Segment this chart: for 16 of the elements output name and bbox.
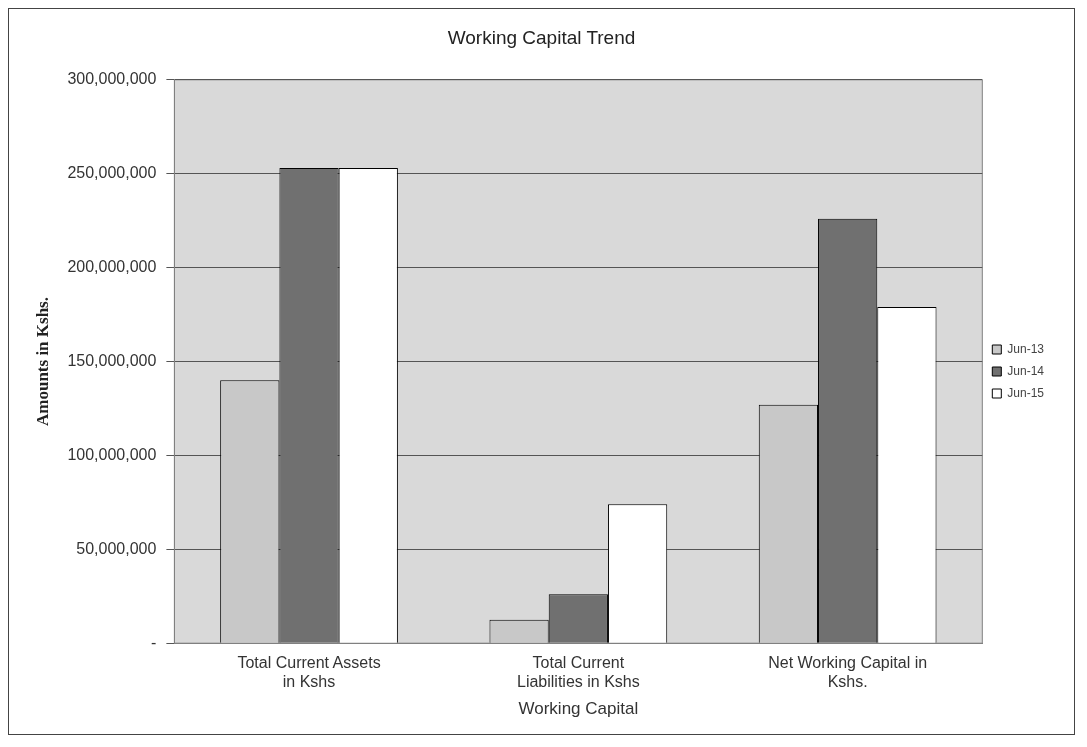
y-tick-label: 300,000,000 [67,70,157,88]
legend-label: Jun-13 [1007,341,1045,356]
y-tick-label: 200,000,000 [67,258,157,276]
y-axis-title: Amounts in Kshs. [32,297,52,426]
x-tick-label: Total Current Liabilities in Kshs [516,654,640,691]
y-tick-label: 100,000,000 [67,445,157,463]
legend-label: Jun-14 [1007,363,1045,378]
y-tick-label: 50,000,000 [76,539,157,557]
x-tick-label: Net Working Capital in Kshs. [768,654,928,691]
y-tick-label: 250,000,000 [67,164,157,182]
y-tick-label: 150,000,000 [67,351,157,369]
x-axis-title: Working Capital [518,699,639,719]
y-tick-label: - [151,633,157,651]
x-tick-label: Total Current Assets in Kshs [237,654,381,691]
legend-label: Jun-15 [1007,385,1045,400]
chart-title: Working Capital Trend [447,26,636,48]
